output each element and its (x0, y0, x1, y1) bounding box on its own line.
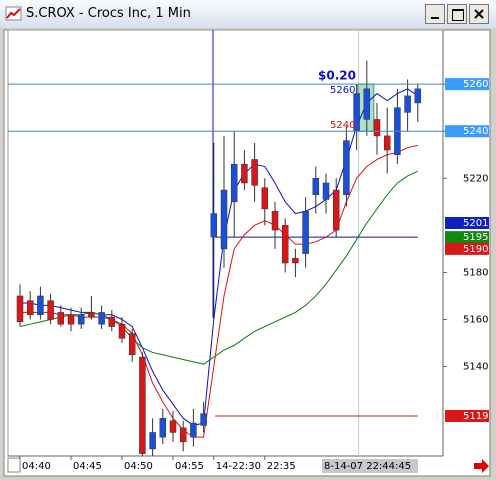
price-marker (445, 409, 489, 422)
candle-body (57, 312, 65, 325)
candle-body (373, 119, 381, 137)
window-title: S.CROX - Crocs Inc, 1 Min (26, 6, 191, 21)
x-tick-label: 04:50 (124, 461, 153, 472)
plot (16, 30, 422, 456)
price-marker (445, 216, 489, 229)
candle-body (210, 213, 218, 238)
close-button[interactable] (469, 4, 489, 24)
candle-body (139, 356, 146, 454)
close-icon (474, 9, 484, 19)
ma-line (20, 88, 419, 426)
candle-body (332, 189, 340, 231)
candle-body (88, 312, 95, 318)
x-tick-label: 04:45 (73, 461, 102, 472)
title-bar: S.CROX - Crocs Inc, 1 Min (0, 0, 496, 28)
candle-body (414, 88, 422, 104)
candle-body (200, 413, 207, 426)
candle-body (312, 178, 320, 196)
candle-body (261, 187, 269, 210)
candle-body (383, 135, 391, 151)
price-marker (445, 231, 489, 244)
candle-body (98, 312, 105, 325)
cursor-label: 8-14-07 22:44:45 (324, 461, 411, 472)
annotation: 5260 (330, 85, 355, 96)
candle-body (16, 295, 24, 323)
candle-body (271, 210, 279, 231)
price-marker (445, 78, 489, 91)
candle-body (169, 420, 177, 433)
candle-body (108, 316, 116, 327)
candle-body (322, 182, 330, 200)
candle-body (149, 432, 156, 450)
chart: 5140 5160 5180 5220 5240 5260 04:40 04:45 04:50 0… (3, 29, 491, 477)
candle-body (159, 418, 167, 438)
candle-body (241, 163, 248, 184)
y-tick-label: 5140 (463, 362, 488, 373)
candle-body (37, 295, 44, 316)
price-marker-label: 5260 (463, 79, 488, 90)
candle-body (128, 333, 136, 356)
candle-body (118, 323, 126, 339)
annotation: 5240 (330, 120, 355, 131)
price-marker-label: 5119 (463, 411, 488, 422)
x-tick-label: 04:40 (22, 461, 51, 472)
candle-body (220, 189, 228, 250)
annotation: $0.20 (318, 69, 356, 83)
maximize-button[interactable] (447, 4, 467, 24)
ma-line (19, 170, 419, 365)
scroll-arrow[interactable] (474, 459, 489, 473)
candle-body (343, 140, 350, 196)
price-marker (445, 125, 489, 138)
y-tick-label: 5220 (463, 173, 488, 184)
cursor-label-box (322, 459, 418, 473)
y-tick-label: 5180 (463, 267, 488, 278)
candle-body (26, 300, 34, 316)
price-marker-label: 5240 (463, 126, 488, 137)
app-icon (5, 6, 22, 21)
price-marker-label: 5195 (463, 232, 488, 243)
candle-body (251, 159, 258, 186)
candle-body (230, 163, 238, 203)
candle-body (404, 95, 411, 113)
candle-body (363, 88, 371, 120)
scroll-box[interactable] (7, 457, 21, 473)
candle-body (179, 427, 187, 443)
x-tick-label: 22:35 (267, 461, 296, 472)
candle-body (77, 314, 85, 325)
price-marker (445, 242, 489, 255)
candle-body (190, 422, 197, 438)
candle-body (292, 258, 299, 264)
candle-body (47, 300, 54, 320)
x-tick-label: 14-22:30 (216, 461, 261, 472)
candle-body (302, 210, 309, 254)
candle-body (67, 314, 75, 325)
x-tick-label: 04:55 (175, 461, 204, 472)
candle-body (281, 225, 289, 264)
ma-line (20, 144, 418, 438)
price-marker-label: 5190 (463, 244, 488, 255)
minimize-button[interactable] (425, 4, 445, 24)
price-marker-label: 5201 (463, 218, 488, 229)
y-tick-label: 5160 (463, 314, 488, 325)
